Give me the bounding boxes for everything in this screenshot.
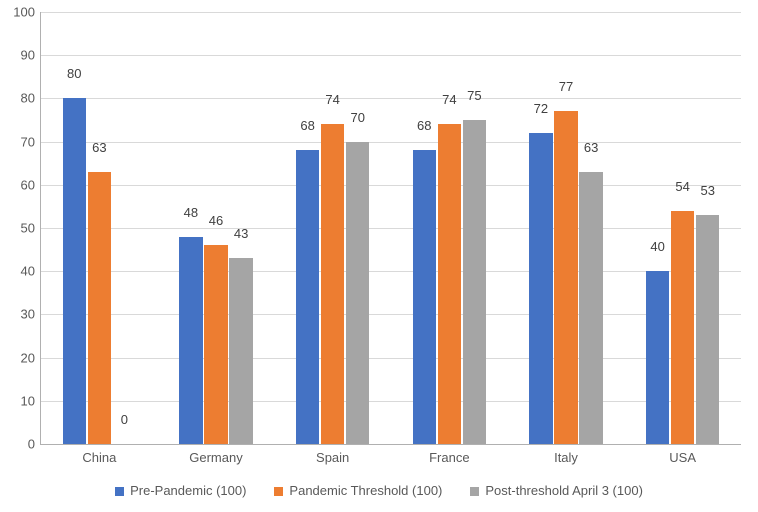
bar: [63, 98, 86, 444]
value-label: 46: [209, 213, 223, 228]
legend: Pre-Pandemic (100) Pandemic Threshold (10…: [0, 482, 758, 500]
bar: [529, 133, 552, 444]
value-label: 63: [584, 140, 598, 155]
value-label: 40: [650, 239, 664, 254]
legend-label: Pre-Pandemic (100): [130, 483, 246, 498]
value-label: 77: [559, 79, 573, 94]
legend-item: Pandemic Threshold (100): [274, 483, 442, 498]
x-tick-label: Germany: [189, 444, 242, 465]
bar: [438, 124, 461, 444]
gridline: [41, 314, 741, 315]
y-tick-label: 0: [28, 437, 41, 452]
x-tick-label: USA: [669, 444, 696, 465]
value-label: 74: [325, 92, 339, 107]
legend-label: Pandemic Threshold (100): [289, 483, 442, 498]
gridline: [41, 185, 741, 186]
y-tick-label: 10: [21, 393, 41, 408]
y-tick-label: 70: [21, 134, 41, 149]
gridline: [41, 401, 741, 402]
legend-label: Post-threshold April 3 (100): [485, 483, 643, 498]
value-label: 80: [67, 66, 81, 81]
value-label: 75: [467, 88, 481, 103]
gridline: [41, 12, 741, 13]
value-label: 0: [121, 412, 128, 427]
bar-chart: 0 10 20 30 40 50 60 70 80 90 100 80 63 0 China 48 46 43 Ge…: [0, 0, 758, 512]
x-tick-label: Italy: [554, 444, 578, 465]
legend-swatch: [115, 487, 124, 496]
x-tick-label: France: [429, 444, 469, 465]
value-label: 70: [351, 110, 365, 125]
y-tick-label: 100: [13, 5, 41, 20]
gridline: [41, 358, 741, 359]
gridline: [41, 98, 741, 99]
y-tick-label: 90: [21, 48, 41, 63]
value-label: 48: [184, 205, 198, 220]
bar: [321, 124, 344, 444]
bar: [229, 258, 252, 444]
bar: [346, 142, 369, 444]
bar: [579, 172, 602, 444]
bar: [204, 245, 227, 444]
y-tick-label: 80: [21, 91, 41, 106]
x-tick-label: China: [82, 444, 116, 465]
legend-swatch: [274, 487, 283, 496]
value-label: 68: [300, 118, 314, 133]
bar: [88, 172, 111, 444]
y-tick-label: 30: [21, 307, 41, 322]
x-tick-label: Spain: [316, 444, 349, 465]
bar: [671, 211, 694, 444]
legend-item: Post-threshold April 3 (100): [470, 483, 643, 498]
bar: [646, 271, 669, 444]
legend-swatch: [470, 487, 479, 496]
value-label: 68: [417, 118, 431, 133]
value-label: 63: [92, 140, 106, 155]
value-label: 53: [701, 183, 715, 198]
y-tick-label: 60: [21, 177, 41, 192]
y-tick-label: 40: [21, 264, 41, 279]
gridline: [41, 271, 741, 272]
value-label: 74: [442, 92, 456, 107]
value-label: 72: [534, 101, 548, 116]
plot-area: 010203040506070809010080630China484643Ge…: [40, 12, 741, 445]
y-tick-label: 20: [21, 350, 41, 365]
value-label: 43: [234, 226, 248, 241]
bar: [179, 237, 202, 444]
gridline: [41, 228, 741, 229]
gridline: [41, 142, 741, 143]
bar: [696, 215, 719, 444]
gridline: [41, 55, 741, 56]
bar: [554, 111, 577, 444]
bar: [463, 120, 486, 444]
y-tick-label: 50: [21, 221, 41, 236]
legend-item: Pre-Pandemic (100): [115, 483, 246, 498]
bar: [296, 150, 319, 444]
value-label: 54: [675, 179, 689, 194]
bar: [413, 150, 436, 444]
